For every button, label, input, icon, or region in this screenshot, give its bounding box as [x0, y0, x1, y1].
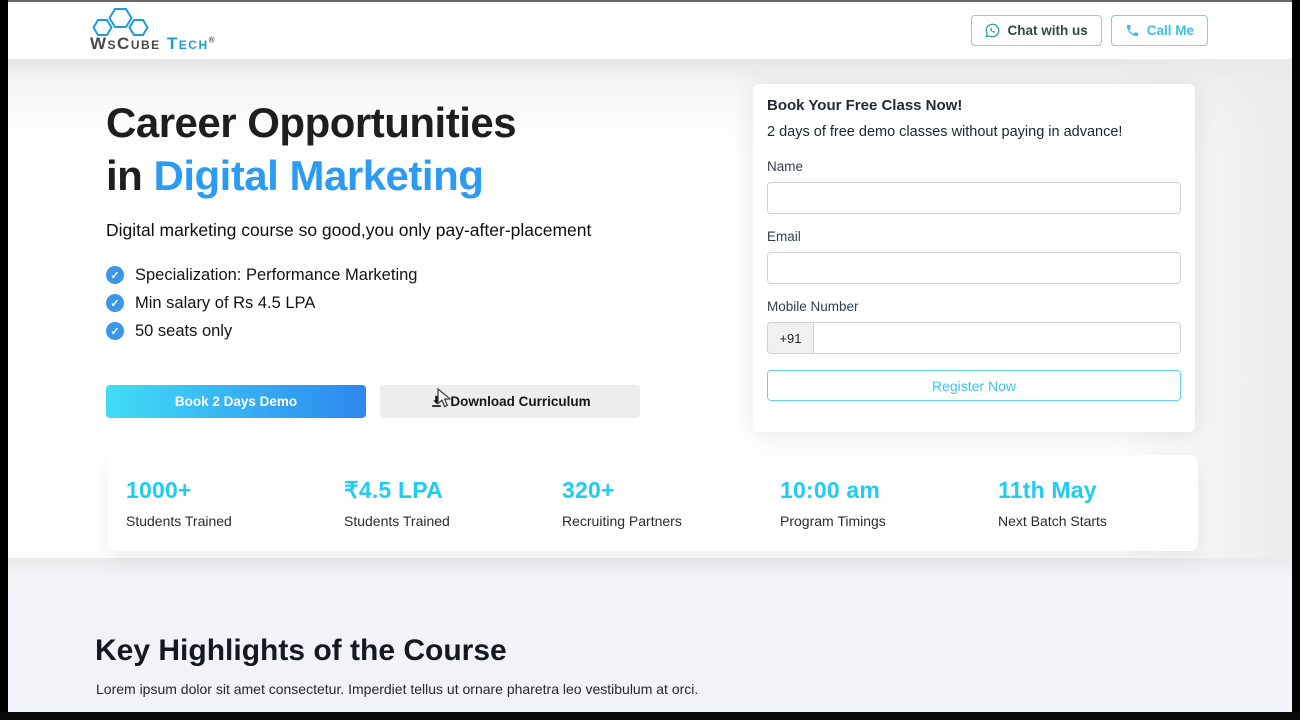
phone-prefix: +91	[767, 322, 813, 354]
hexagons-icon	[92, 8, 149, 36]
left-frame-bar	[0, 0, 8, 720]
stat-value: 1000+	[126, 477, 192, 503]
email-input[interactable]	[767, 252, 1181, 284]
stat-label: Students Trained	[344, 513, 450, 529]
call-me-button[interactable]: Call Me	[1110, 15, 1208, 46]
stat-salary: ₹4.5 LPA Students Trained	[326, 477, 544, 529]
check-icon: ✓	[106, 266, 124, 284]
registered-mark: ®	[208, 35, 215, 45]
whatsapp-icon	[985, 23, 1000, 38]
stat-value: 10:00 am	[780, 477, 881, 503]
check-icon: ✓	[106, 294, 124, 312]
site-header: WsCube Tech® Chat with us Call Me	[8, 2, 1292, 60]
stat-value: 11th May	[998, 477, 1097, 503]
chat-button-label: Chat with us	[1007, 23, 1088, 38]
stat-label: Program Timings	[780, 513, 886, 529]
stats-bar: 1000+ Students Trained ₹4.5 LPA Students…	[108, 455, 1198, 551]
cta-button-row: Book 2 Days Demo Download Curriculum	[106, 385, 640, 418]
bottom-frame-bar	[0, 712, 1300, 720]
bullet-label: Specialization: Performance Marketing	[135, 265, 418, 284]
header-actions: Chat with us Call Me	[971, 15, 1208, 46]
hero-title-line2-prefix: in	[106, 152, 143, 199]
register-now-button[interactable]: Register Now	[767, 370, 1181, 401]
email-label: Email	[767, 229, 801, 244]
hero-title-line1: Career Opportunities	[106, 99, 517, 146]
mobile-input[interactable]	[813, 322, 1181, 354]
brand-logo[interactable]: WsCube Tech®	[90, 7, 215, 54]
form-subtitle: 2 days of free demo classes without payi…	[767, 124, 1123, 140]
bullet-label: 50 seats only	[135, 321, 233, 340]
check-icon: ✓	[106, 322, 124, 340]
stat-recruiting-partners: 320+ Recruiting Partners	[544, 477, 762, 529]
hero-title: Career Opportunities in Digital Marketin…	[106, 96, 517, 202]
hero-subtitle: Digital marketing course so good,you onl…	[106, 220, 592, 240]
brand-name: WsCube Tech®	[90, 34, 215, 54]
bullet-item: ✓ 50 seats only	[106, 317, 417, 345]
stat-label: Next Batch Starts	[998, 513, 1107, 529]
key-highlights-section: Key Highlights of the Course Lorem ipsum…	[8, 591, 1292, 712]
stat-program-timings: 10:00 am Program Timings	[762, 477, 980, 529]
book-demo-button[interactable]: Book 2 Days Demo	[106, 385, 366, 418]
bullet-label: Min salary of Rs 4.5 LPA	[135, 293, 316, 312]
stat-label: Recruiting Partners	[562, 513, 682, 529]
call-button-label: Call Me	[1146, 23, 1194, 38]
highlights-description: Lorem ipsum dolor sit amet consectetur. …	[96, 681, 699, 697]
brand-name-primary: WsCube	[90, 34, 161, 53]
lead-form-card: Book Your Free Class Now! 2 days of free…	[753, 84, 1195, 432]
phone-icon	[1126, 24, 1138, 37]
right-frame-bar	[1292, 0, 1300, 720]
section-fade	[8, 558, 1292, 591]
name-label: Name	[767, 159, 804, 174]
download-icon	[432, 395, 442, 407]
download-curriculum-label: Download Curriculum	[450, 394, 591, 409]
hero-bullet-list: ✓ Specialization: Performance Marketing …	[106, 261, 417, 345]
brand-name-secondary: Tech	[166, 34, 209, 53]
stat-value: 320+	[562, 477, 615, 503]
bullet-item: ✓ Specialization: Performance Marketing	[106, 261, 417, 289]
stat-students-trained: 1000+ Students Trained	[108, 477, 326, 529]
top-frame-bar	[0, 0, 1300, 2]
hero-title-accent: Digital Marketing	[153, 152, 484, 199]
name-input[interactable]	[767, 182, 1181, 214]
stat-value: ₹4.5 LPA	[344, 477, 443, 503]
stat-label: Students Trained	[126, 513, 232, 529]
mobile-input-group: +91	[767, 322, 1181, 354]
mobile-label: Mobile Number	[767, 299, 859, 314]
chat-with-us-button[interactable]: Chat with us	[971, 15, 1102, 46]
download-curriculum-button[interactable]: Download Curriculum	[380, 385, 640, 418]
bullet-item: ✓ Min salary of Rs 4.5 LPA	[106, 289, 417, 317]
form-title: Book Your Free Class Now!	[767, 97, 963, 114]
stat-next-batch: 11th May Next Batch Starts	[980, 477, 1198, 529]
highlights-title: Key Highlights of the Course	[95, 634, 507, 667]
